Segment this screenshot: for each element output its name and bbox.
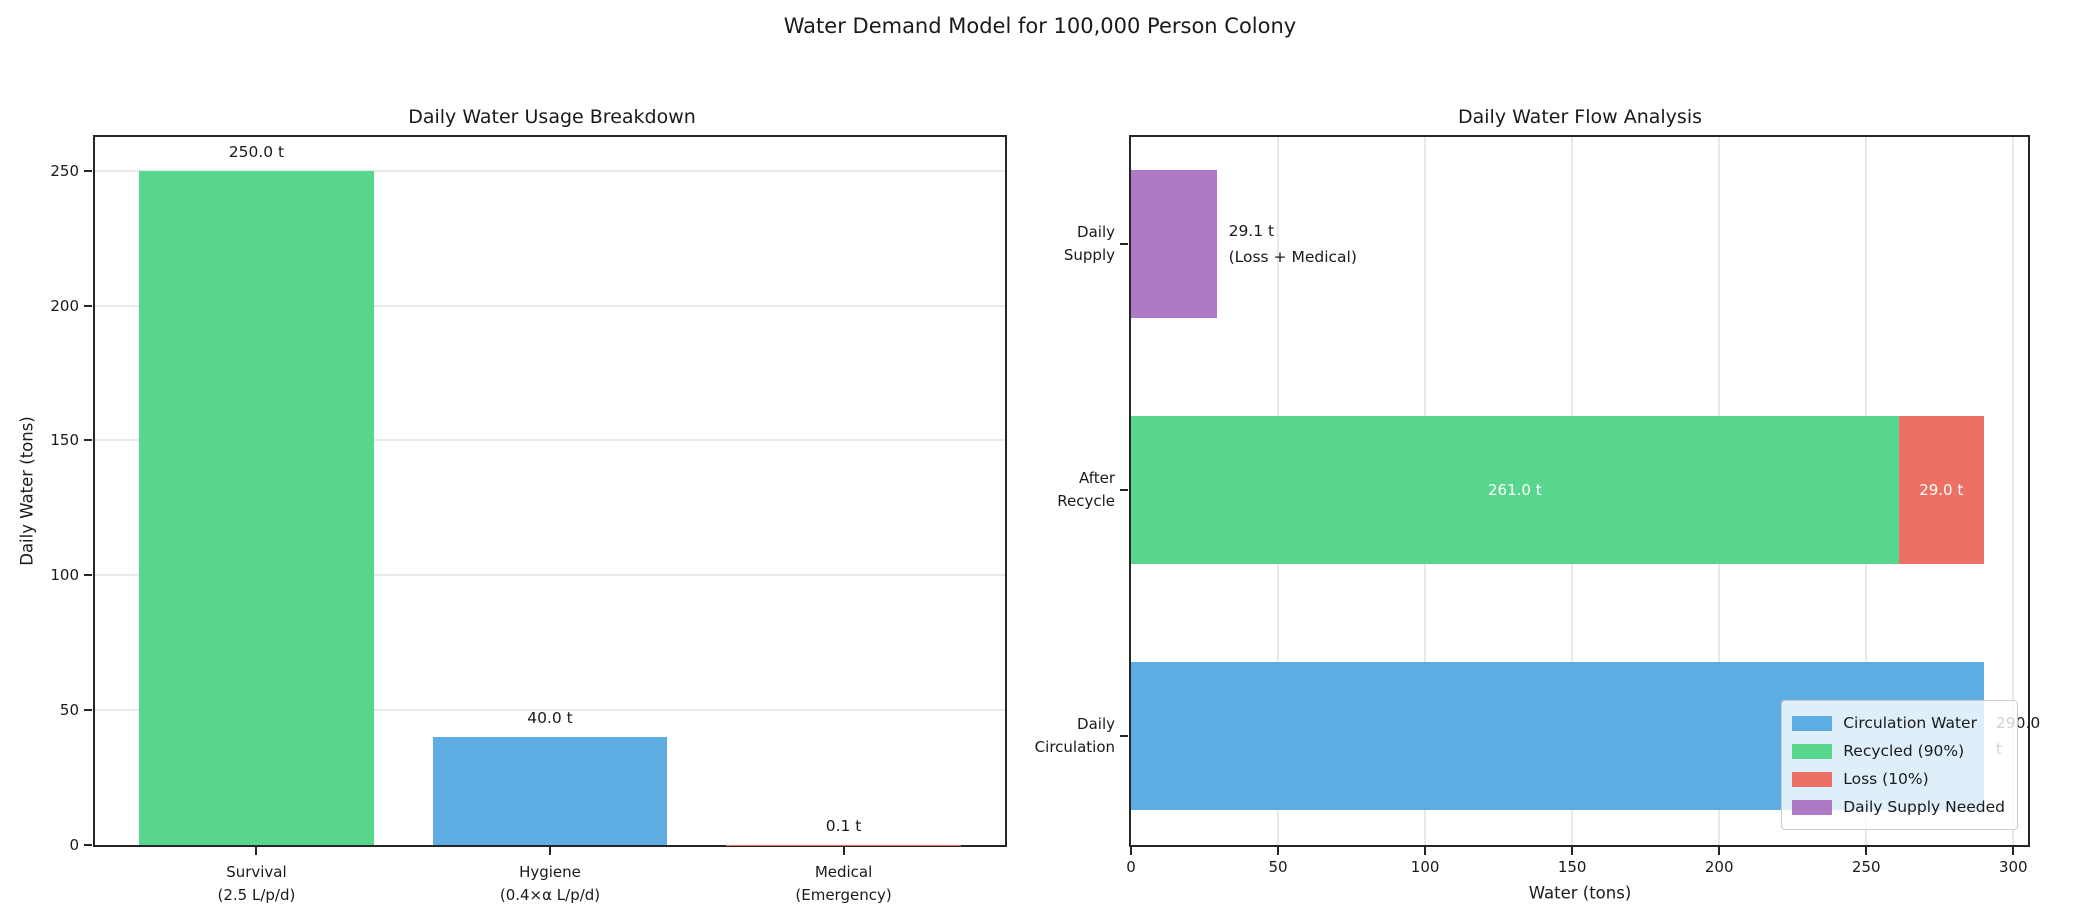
- x-tick-label: 250: [1851, 858, 1881, 876]
- gridline: [95, 574, 1005, 577]
- right-chart-plot-area: 0 50 100 150 200 250 300 29.1 t (Loss + Medical…: [1035, 135, 2040, 876]
- y-tick-label: 50: [59, 701, 79, 720]
- x-tick-mark: [1424, 847, 1427, 855]
- y-tick-mark: [84, 169, 92, 172]
- x-tick-mark: [1718, 847, 1721, 855]
- y-tick-mark: [1120, 243, 1128, 245]
- x-tick-mark: [2012, 847, 2015, 855]
- x-tick-mark: [549, 847, 551, 855]
- x-tick-mark: [255, 847, 258, 855]
- segment-recycled-90-: [1131, 416, 1899, 564]
- segment-loss-10-: [1898, 416, 1984, 564]
- left-chart-title: Daily Water Usage Breakdown: [408, 106, 696, 128]
- legend-swatch: [1792, 799, 1833, 815]
- x-tick-mark: [1277, 847, 1280, 855]
- y-tick-label: 200: [50, 296, 79, 315]
- gridline: [95, 439, 1005, 442]
- category-label: Medical (Emergency): [795, 863, 892, 904]
- segment-daily-supply-needed: [1131, 170, 1217, 318]
- legend-label: Loss (10%): [1843, 770, 1929, 788]
- gridline: [2012, 137, 2015, 845]
- bar-value-label: 0.1 t: [825, 816, 862, 835]
- y-tick-label: 0: [69, 836, 79, 854]
- bar-0: [139, 170, 374, 845]
- y-tick-mark: [84, 304, 92, 307]
- x-tick-mark: [1571, 847, 1574, 855]
- y-tick-mark: [1120, 489, 1128, 491]
- y-tick-mark: [84, 439, 92, 442]
- x-tick-label: 300: [1998, 858, 2028, 876]
- legend-label: Daily Supply Needed: [1843, 798, 2005, 816]
- right-chart-title: Daily Water Flow Analysis: [1457, 106, 1703, 128]
- left-chart-y-axis-label: Daily Water (tons): [17, 416, 37, 566]
- gridline: [95, 304, 1005, 307]
- legend-swatch: [1792, 771, 1833, 787]
- left-chart-plot-area: 0 50 100 150 200 250 250.0 t Survival (2.5 L/p/…: [50, 135, 1007, 904]
- x-tick-mark: [842, 847, 845, 855]
- x-tick-label: 100: [1410, 858, 1440, 876]
- category-label: After Recycle: [1057, 469, 1115, 510]
- figure-title: Water Demand Model for 100,000 Person Co…: [783, 14, 1297, 38]
- segment-value-label: 261.0 t: [1488, 481, 1542, 499]
- legend-swatch: [1792, 715, 1833, 731]
- category-label: Hygiene (0.4×α L/p/d): [499, 863, 601, 904]
- y-tick-mark: [84, 574, 92, 577]
- gridline: [95, 709, 1005, 712]
- y-tick-mark: [84, 709, 92, 712]
- segment-value-label: 29.0 t: [1919, 481, 1964, 499]
- bar-value-label: 250.0 t: [228, 142, 285, 161]
- y-tick-mark: [1120, 735, 1128, 737]
- legend-entry: Daily Supply Needed: [1792, 793, 2005, 821]
- legend-swatch: [1792, 743, 1833, 759]
- category-label: Daily Supply: [1063, 223, 1115, 264]
- y-tick-label: 250: [50, 161, 79, 180]
- gridline: [95, 169, 1005, 172]
- x-tick-label: 150: [1557, 858, 1587, 876]
- x-tick-label: 0: [1126, 858, 1136, 876]
- x-tick-label: 50: [1268, 858, 1288, 876]
- y-tick-mark: [84, 844, 92, 846]
- y-tick-label: 150: [50, 431, 79, 450]
- x-tick-label: 200: [1704, 858, 1734, 876]
- x-tick-mark: [1865, 847, 1868, 855]
- bar-annotation: 29.1 t (Loss + Medical): [1228, 222, 1357, 266]
- category-label: Survival (2.5 L/p/d): [217, 863, 296, 904]
- legend-label: Circulation Water: [1843, 714, 1977, 732]
- x-tick-mark: [1130, 847, 1132, 855]
- legend: Circulation Water Recycled (90%) Loss (10%…: [1781, 700, 2018, 830]
- legend-label: Recycled (90%): [1843, 742, 1965, 760]
- legend-entry: Recycled (90%): [1792, 737, 2005, 765]
- bar-value-label: 40.0 t: [527, 709, 573, 728]
- bar-1: [432, 737, 668, 845]
- category-label: Daily Circulation: [1034, 715, 1115, 756]
- legend-entry: Loss (10%): [1792, 765, 2005, 793]
- legend-entry: Circulation Water: [1792, 709, 2005, 737]
- right-chart-x-axis-label: Water (tons): [1528, 883, 1632, 903]
- y-tick-label: 100: [50, 566, 79, 585]
